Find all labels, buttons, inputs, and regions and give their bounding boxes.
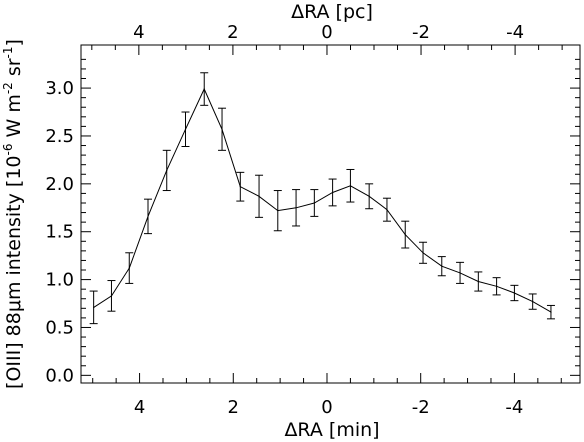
top-axis: 4 2 0 -2 -4 — [91, 22, 563, 55]
y-tick-label: 0.5 — [45, 317, 74, 338]
plot-frame — [80, 44, 581, 384]
y-axis-title-exp3: -1 — [1, 46, 15, 58]
y-axis-title-close: ] — [3, 39, 25, 46]
y-tick-label: 3.0 — [45, 78, 74, 99]
x-tick-label: 4 — [134, 397, 145, 418]
x-tick-label: -2 — [412, 397, 430, 418]
y-axis-title-exp2: -2 — [1, 82, 15, 94]
left-axis: 0.0 0.5 1.0 1.5 2.0 2.5 3.0 — [45, 58, 91, 386]
top-x-tick-label: 4 — [133, 22, 144, 43]
x-tick-label: -4 — [505, 397, 523, 418]
x-tick-label: 0 — [321, 397, 332, 418]
y-tick-label: 2.5 — [45, 126, 74, 147]
y-tick-label: 0.0 — [45, 365, 74, 386]
y-tick-label: 2.0 — [45, 174, 74, 195]
x-axis-title: ΔRA [min] — [284, 419, 379, 441]
top-x-tick-label: -4 — [506, 22, 524, 43]
series-line — [93, 87, 552, 313]
y-tick-label: 1.5 — [45, 222, 74, 243]
top-x-tick-label: 2 — [227, 22, 238, 43]
right-axis — [570, 58, 580, 376]
y-axis-title: [OIII] 88μm intensity [10-6 W m-2 sr-1] — [1, 39, 25, 389]
y-axis-title-main: [OIII] 88μm intensity [10 — [3, 156, 25, 389]
y-axis-title-exp1: -6 — [1, 144, 15, 156]
top-x-tick-label: -2 — [412, 22, 430, 43]
y-axis-title-mid: W m — [3, 94, 25, 143]
top-x-tick-label: 0 — [321, 22, 332, 43]
top-x-axis-title: ΔRA [pc] — [291, 1, 373, 23]
y-axis-title-tail: sr — [3, 58, 25, 82]
bottom-axis: 4 2 0 -2 -4 — [92, 373, 562, 418]
y-tick-label: 1.0 — [45, 270, 74, 291]
x-tick-label: 2 — [228, 397, 239, 418]
